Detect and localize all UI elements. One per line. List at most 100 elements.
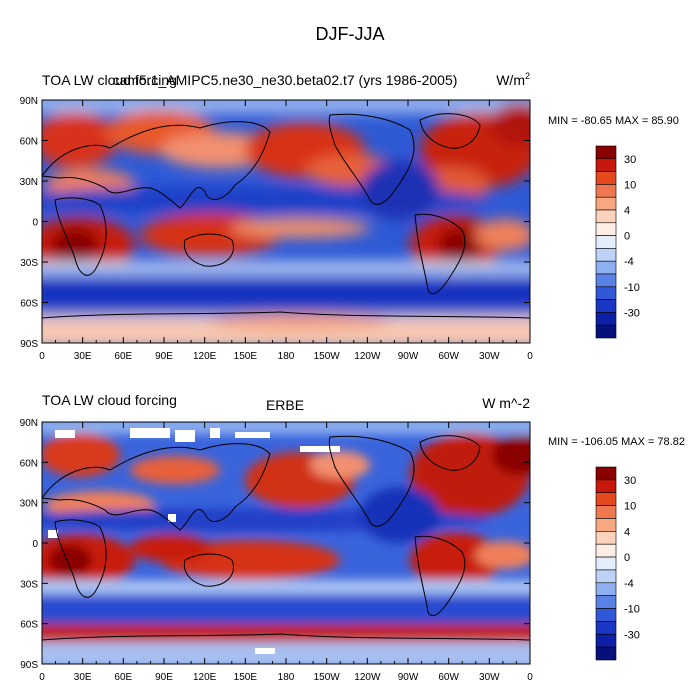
colorbar-box <box>595 466 617 481</box>
panel-units: W/m2 <box>496 71 530 88</box>
y-tick-label: 0 <box>32 218 38 229</box>
panel-left-title: TOA LW cloud forcing <box>42 392 177 408</box>
colorbar-box <box>595 184 617 198</box>
colorbar-label: -30 <box>624 307 640 319</box>
colorbar-box <box>595 286 617 300</box>
x-tick-label: 150W <box>314 672 341 683</box>
y-tick-label: 60N <box>20 458 38 469</box>
y-tick-label: 30S <box>20 579 38 590</box>
panel-center-title: cam5.1_AMIPC5.ne30_ne30.beta02.t7 (yrs 1… <box>113 72 458 88</box>
colorbar-box <box>595 324 617 339</box>
y-tick-label: 30N <box>20 499 38 510</box>
x-axis: 0 30E 60E 90E 120E 150E 180 150W 120W 90W 60W 30W 0 <box>39 100 533 362</box>
y-tick-label: 90S <box>20 660 38 671</box>
colorbar-label: 10 <box>624 179 636 191</box>
panel-stats: MIN = -80.65 MAX = 85.90 <box>548 115 679 127</box>
x-tick-label: 60W <box>438 351 459 362</box>
colorbar-box <box>595 608 617 622</box>
panel-center-title: ERBE <box>266 397 304 413</box>
colorbar-label: 10 <box>624 501 636 513</box>
colorbar-label: -4 <box>624 578 634 590</box>
x-tick-label: 90W <box>398 672 419 683</box>
colorbar-box <box>595 196 617 211</box>
colorbar-box <box>595 312 617 326</box>
x-tick-label: 60E <box>114 672 132 683</box>
x-tick-label: 150W <box>314 351 341 362</box>
x-tick-label: 120E <box>193 672 217 683</box>
x-tick-label: 30E <box>74 351 92 362</box>
y-tick-label: 60N <box>20 137 38 148</box>
colorbar-label: 0 <box>624 552 630 564</box>
y-axis: 90N 60N 30N 0 30S 60S 90S <box>20 96 530 350</box>
colorbar-box <box>595 518 617 532</box>
map-field <box>42 100 530 343</box>
y-tick-label: 60S <box>20 620 38 631</box>
x-tick-label: 120W <box>354 351 381 362</box>
x-axis: 0 30E 60E 90E 120E 150E 180 150W 120W 90W 60W 30W 0 <box>39 422 533 683</box>
colorbar-box <box>595 158 617 172</box>
x-tick-label: 90E <box>155 351 173 362</box>
x-tick-label: 180 <box>278 351 295 362</box>
panel-observation: TOA LW cloud forcing ERBE W m^-2 MIN = -… <box>20 392 685 683</box>
colorbar-box <box>595 145 617 160</box>
y-axis: 90N 60N 30N 0 30S 60S 90S <box>20 418 530 671</box>
colorbar-box <box>595 171 617 185</box>
colorbar-label: 30 <box>624 475 636 487</box>
x-tick-label: 60E <box>114 351 132 362</box>
x-tick-label: 30E <box>74 672 92 683</box>
colorbar-box <box>595 479 617 494</box>
colorbar-label: 30 <box>624 154 636 166</box>
x-tick-label: 180 <box>278 672 295 683</box>
colorbar-label: -4 <box>624 256 634 268</box>
colorbar-box <box>595 633 617 648</box>
colorbar-box <box>595 273 617 288</box>
x-tick-label: 120W <box>354 672 381 683</box>
colorbar-box <box>595 209 617 224</box>
colorbar-label: 0 <box>624 231 630 243</box>
colorbar-box <box>595 222 617 236</box>
y-tick-label: 90N <box>20 418 38 429</box>
y-tick-label: 60S <box>20 299 38 310</box>
y-tick-label: 90S <box>20 339 38 350</box>
x-tick-label: 0 <box>39 672 45 683</box>
y-tick-label: 30N <box>20 177 38 188</box>
x-tick-label: 150E <box>234 672 258 683</box>
panel-stats: MIN = -106.05 MAX = 78.82 <box>548 436 685 448</box>
colorbar-label: -30 <box>624 629 640 641</box>
colorbar-box <box>595 260 617 275</box>
colorbar-label: 4 <box>624 526 630 538</box>
x-tick-label: 60W <box>438 672 459 683</box>
colorbar-box <box>595 569 617 584</box>
x-tick-label: 150E <box>234 351 258 362</box>
colorbar-box <box>595 235 617 249</box>
colorbar-box <box>595 531 617 545</box>
figure-title: DJF-JJA <box>316 24 385 44</box>
x-tick-label: 90W <box>398 351 419 362</box>
x-tick-label: 0 <box>39 351 45 362</box>
colorbar-box <box>595 646 617 661</box>
colorbar-label: -10 <box>624 604 640 616</box>
colorbar-box <box>595 595 617 609</box>
map-field <box>42 422 530 664</box>
colorbar-box <box>595 299 617 313</box>
x-tick-label: 90E <box>155 672 173 683</box>
colorbar-label: 4 <box>624 205 630 217</box>
colorbar-box <box>595 543 617 558</box>
y-tick-label: 0 <box>32 539 38 550</box>
colorbar: 30 10 4 0 -4 -10 -30 <box>595 145 640 339</box>
panel-left-title: TOA LW cloud forcing <box>42 72 177 88</box>
y-tick-label: 30S <box>20 258 38 269</box>
x-tick-label: 120E <box>193 351 217 362</box>
x-tick-label: 0 <box>527 351 533 362</box>
colorbar: 30 10 4 0 -4 -10 -30 <box>595 466 640 661</box>
colorbar-box <box>595 505 617 519</box>
colorbar-box <box>595 556 617 571</box>
x-tick-label: 30W <box>479 351 500 362</box>
x-tick-label: 0 <box>527 672 533 683</box>
panel-units: W m^-2 <box>482 395 530 411</box>
colorbar-label: -10 <box>624 282 640 294</box>
colorbar-box <box>595 582 617 596</box>
colorbar-box <box>595 492 617 506</box>
colorbar-box <box>595 621 617 635</box>
